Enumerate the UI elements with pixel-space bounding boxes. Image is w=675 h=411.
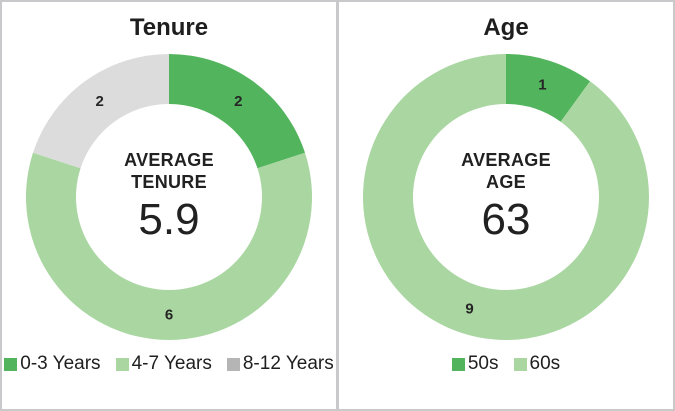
legend-swatch-icon (4, 357, 18, 371)
donut-segment-4-7-years (26, 152, 312, 340)
donut-segment-0-3-years (169, 54, 306, 169)
age-chart-title: Age (483, 14, 529, 41)
legend-swatch-icon (451, 357, 465, 371)
legend-label: 60s (529, 353, 561, 374)
legend-swatch-icon (226, 357, 240, 371)
legend-label: 50s (467, 353, 499, 374)
tenure-chart-title: Tenure (129, 14, 209, 41)
legend-item-8-12-years: 8-12 Years (226, 353, 334, 375)
legend-label: 4-7 Years (131, 353, 212, 374)
age-donut-rings: 19 (362, 54, 649, 341)
segment-data-label: 1 (538, 76, 546, 93)
legend-item-60s: 60s (513, 353, 561, 375)
segment-data-label: 6 (165, 307, 173, 324)
legend-label: 0-3 Years (20, 353, 101, 374)
donut-segment-50s (506, 54, 591, 122)
segment-data-label: 2 (234, 93, 242, 110)
segment-data-label: 9 (465, 301, 473, 318)
legend-label: 8-12 Years (242, 353, 334, 374)
tenure-donut-rings: 2 6 2 (26, 54, 312, 340)
legend-swatch-icon (513, 357, 527, 371)
legend-item-4-7-years: 4-7 Years (115, 353, 212, 375)
donut-segment-8-12-years (32, 54, 169, 169)
segment-data-label: 2 (95, 93, 103, 110)
legend-item-50s: 50s (451, 353, 499, 375)
donut-segment-60s (362, 54, 649, 341)
legend-swatch-icon (115, 357, 129, 371)
age-legend: 50s 60s (451, 353, 561, 375)
tenure-legend: 0-3 Years 4-7 Years 8-12 Years (4, 353, 334, 375)
legend-item-0-3-years: 0-3 Years (4, 353, 101, 375)
